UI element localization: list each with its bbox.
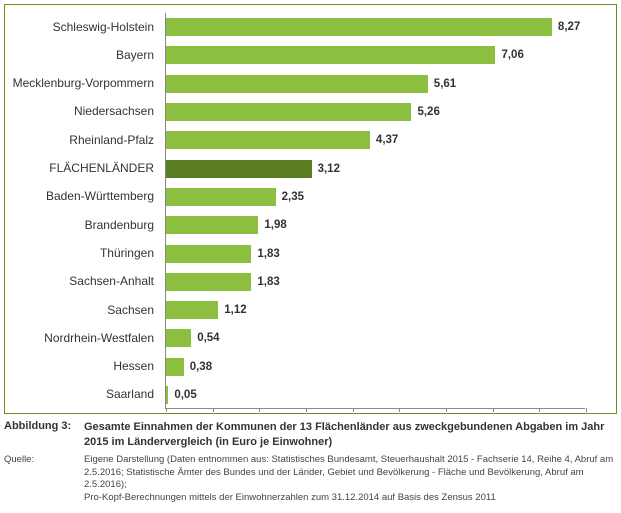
- bar: 5,26: [166, 103, 411, 121]
- bar: 0,05: [166, 386, 168, 404]
- bar-row: Schleswig-Holstein8,27: [166, 13, 585, 41]
- value-label: 1,83: [257, 248, 279, 260]
- bar: 0,38: [166, 358, 184, 376]
- value-label: 1,98: [264, 219, 286, 231]
- value-label: 2,35: [282, 191, 304, 203]
- bar: 8,27: [166, 18, 552, 36]
- category-label: Hessen: [10, 360, 160, 373]
- x-tick: [586, 408, 587, 412]
- bar-row: Niedersachsen5,26: [166, 98, 585, 126]
- bar-row: Sachsen1,12: [166, 296, 585, 324]
- bar: 4,37: [166, 131, 370, 149]
- category-label: Rheinland-Pfalz: [10, 134, 160, 147]
- bar-row: Thüringen1,83: [166, 239, 585, 267]
- bar: 1,98: [166, 216, 258, 234]
- x-tick: [306, 408, 307, 412]
- bar-row: Saarland0,05: [166, 381, 585, 409]
- value-label: 0,05: [174, 389, 196, 401]
- bar: 1,83: [166, 273, 251, 291]
- bar: 1,83: [166, 245, 251, 263]
- bar-row: Rheinland-Pfalz4,37: [166, 126, 585, 154]
- value-label: 4,37: [376, 134, 398, 146]
- bar: 7,06: [166, 46, 495, 64]
- bar-row: Baden-Württemberg2,35: [166, 183, 585, 211]
- chart-frame: Schleswig-Holstein8,27Bayern7,06Mecklenb…: [4, 4, 617, 414]
- category-label: Nordrhein-Westfalen: [10, 332, 160, 345]
- source-label: Quelle:: [4, 454, 84, 505]
- bar-row: Bayern7,06: [166, 41, 585, 69]
- bar-highlight: 3,12: [166, 160, 312, 178]
- bar-row: Brandenburg1,98: [166, 211, 585, 239]
- value-label: 1,83: [257, 276, 279, 288]
- value-label: 5,26: [417, 106, 439, 118]
- x-tick: [166, 408, 167, 412]
- bar: 2,35: [166, 188, 276, 206]
- value-label: 1,12: [224, 304, 246, 316]
- bar-row: Nordrhein-Westfalen0,54: [166, 324, 585, 352]
- category-label: Baden-Württemberg: [10, 190, 160, 203]
- caption-label: Abbildung 3:: [4, 420, 84, 450]
- value-label: 8,27: [558, 21, 580, 33]
- bar-row: Sachsen-Anhalt1,83: [166, 268, 585, 296]
- source-text: Eigene Darstellung (Daten entnommen aus:…: [84, 454, 617, 505]
- category-label: Brandenburg: [10, 219, 160, 232]
- bar: 1,12: [166, 301, 218, 319]
- value-label: 5,61: [434, 78, 456, 90]
- bar-row: FLÄCHENLÄNDER3,12: [166, 154, 585, 182]
- category-label: FLÄCHENLÄNDER: [10, 162, 160, 175]
- category-label: Sachsen-Anhalt: [10, 275, 160, 288]
- x-tick: [493, 408, 494, 412]
- category-label: Mecklenburg-Vorpommern: [10, 77, 160, 90]
- x-tick: [353, 408, 354, 412]
- x-tick: [446, 408, 447, 412]
- chart-plot-area: Schleswig-Holstein8,27Bayern7,06Mecklenb…: [165, 13, 585, 409]
- x-tick: [539, 408, 540, 412]
- value-label: 3,12: [318, 163, 340, 175]
- caption-text: Gesamte Einnahmen der Kommunen der 13 Fl…: [84, 420, 617, 450]
- category-label: Niedersachsen: [10, 105, 160, 118]
- x-tick: [213, 408, 214, 412]
- value-label: 0,38: [190, 361, 212, 373]
- bar: 0,54: [166, 329, 191, 347]
- category-label: Schleswig-Holstein: [10, 21, 160, 34]
- category-label: Sachsen: [10, 304, 160, 317]
- bar: 5,61: [166, 75, 428, 93]
- figure-caption: Abbildung 3: Gesamte Einnahmen der Kommu…: [4, 420, 617, 450]
- x-tick: [259, 408, 260, 412]
- category-label: Bayern: [10, 49, 160, 62]
- category-label: Saarland: [10, 388, 160, 401]
- bar-row: Mecklenburg-Vorpommern5,61: [166, 70, 585, 98]
- value-label: 0,54: [197, 332, 219, 344]
- value-label: 7,06: [501, 49, 523, 61]
- figure-source: Quelle: Eigene Darstellung (Daten entnom…: [4, 454, 617, 505]
- bar-row: Hessen0,38: [166, 353, 585, 381]
- x-tick: [399, 408, 400, 412]
- category-label: Thüringen: [10, 247, 160, 260]
